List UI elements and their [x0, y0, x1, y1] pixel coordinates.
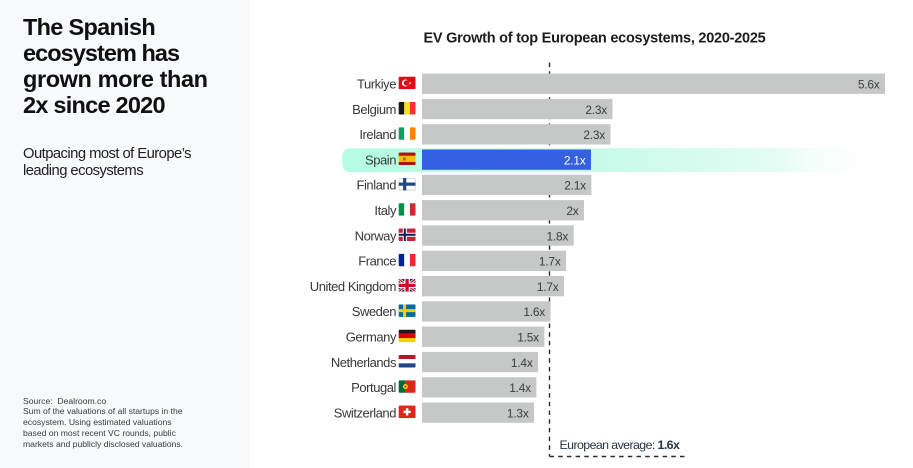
svg-text:Ireland: Ireland	[359, 127, 396, 142]
svg-text:1.3x: 1.3x	[507, 406, 529, 420]
svg-text:Finland: Finland	[357, 178, 397, 193]
svg-text:2.1x: 2.1x	[564, 179, 586, 193]
svg-text:France: France	[358, 254, 396, 269]
svg-text:Belgium: Belgium	[352, 102, 396, 117]
svg-text:Portugal: Portugal	[351, 380, 396, 395]
svg-text:Spain: Spain	[365, 152, 396, 167]
svg-text:5.6x: 5.6x	[858, 78, 880, 92]
svg-text:Norway: Norway	[355, 228, 397, 243]
svg-text:2x: 2x	[566, 204, 578, 218]
svg-text:1.4x: 1.4x	[509, 381, 531, 395]
svg-text:1.6x: 1.6x	[523, 305, 545, 319]
svg-text:2.3x: 2.3x	[583, 128, 605, 142]
svg-text:1.7x: 1.7x	[539, 255, 561, 269]
svg-text:2.1x: 2.1x	[564, 153, 586, 167]
svg-text:Turkiye: Turkiye	[357, 77, 396, 92]
svg-text:European average: 1.6x: European average: 1.6x	[560, 438, 680, 452]
svg-text:1.8x: 1.8x	[547, 229, 569, 243]
svg-text:2.3x: 2.3x	[585, 103, 607, 117]
svg-text:Italy: Italy	[374, 203, 397, 218]
svg-text:1.7x: 1.7x	[537, 280, 559, 294]
svg-text:EV Growth of top European ecos: EV Growth of top European ecosystems, 20…	[423, 30, 765, 46]
svg-text:1.5x: 1.5x	[517, 331, 539, 345]
svg-text:Germany: Germany	[346, 330, 397, 345]
svg-text:Netherlands: Netherlands	[331, 355, 397, 370]
svg-text:1.4x: 1.4x	[511, 356, 533, 370]
svg-text:United Kingdom: United Kingdom	[310, 279, 396, 294]
svg-text:Sweden: Sweden	[352, 304, 396, 319]
svg-text:Switzerland: Switzerland	[334, 405, 396, 420]
